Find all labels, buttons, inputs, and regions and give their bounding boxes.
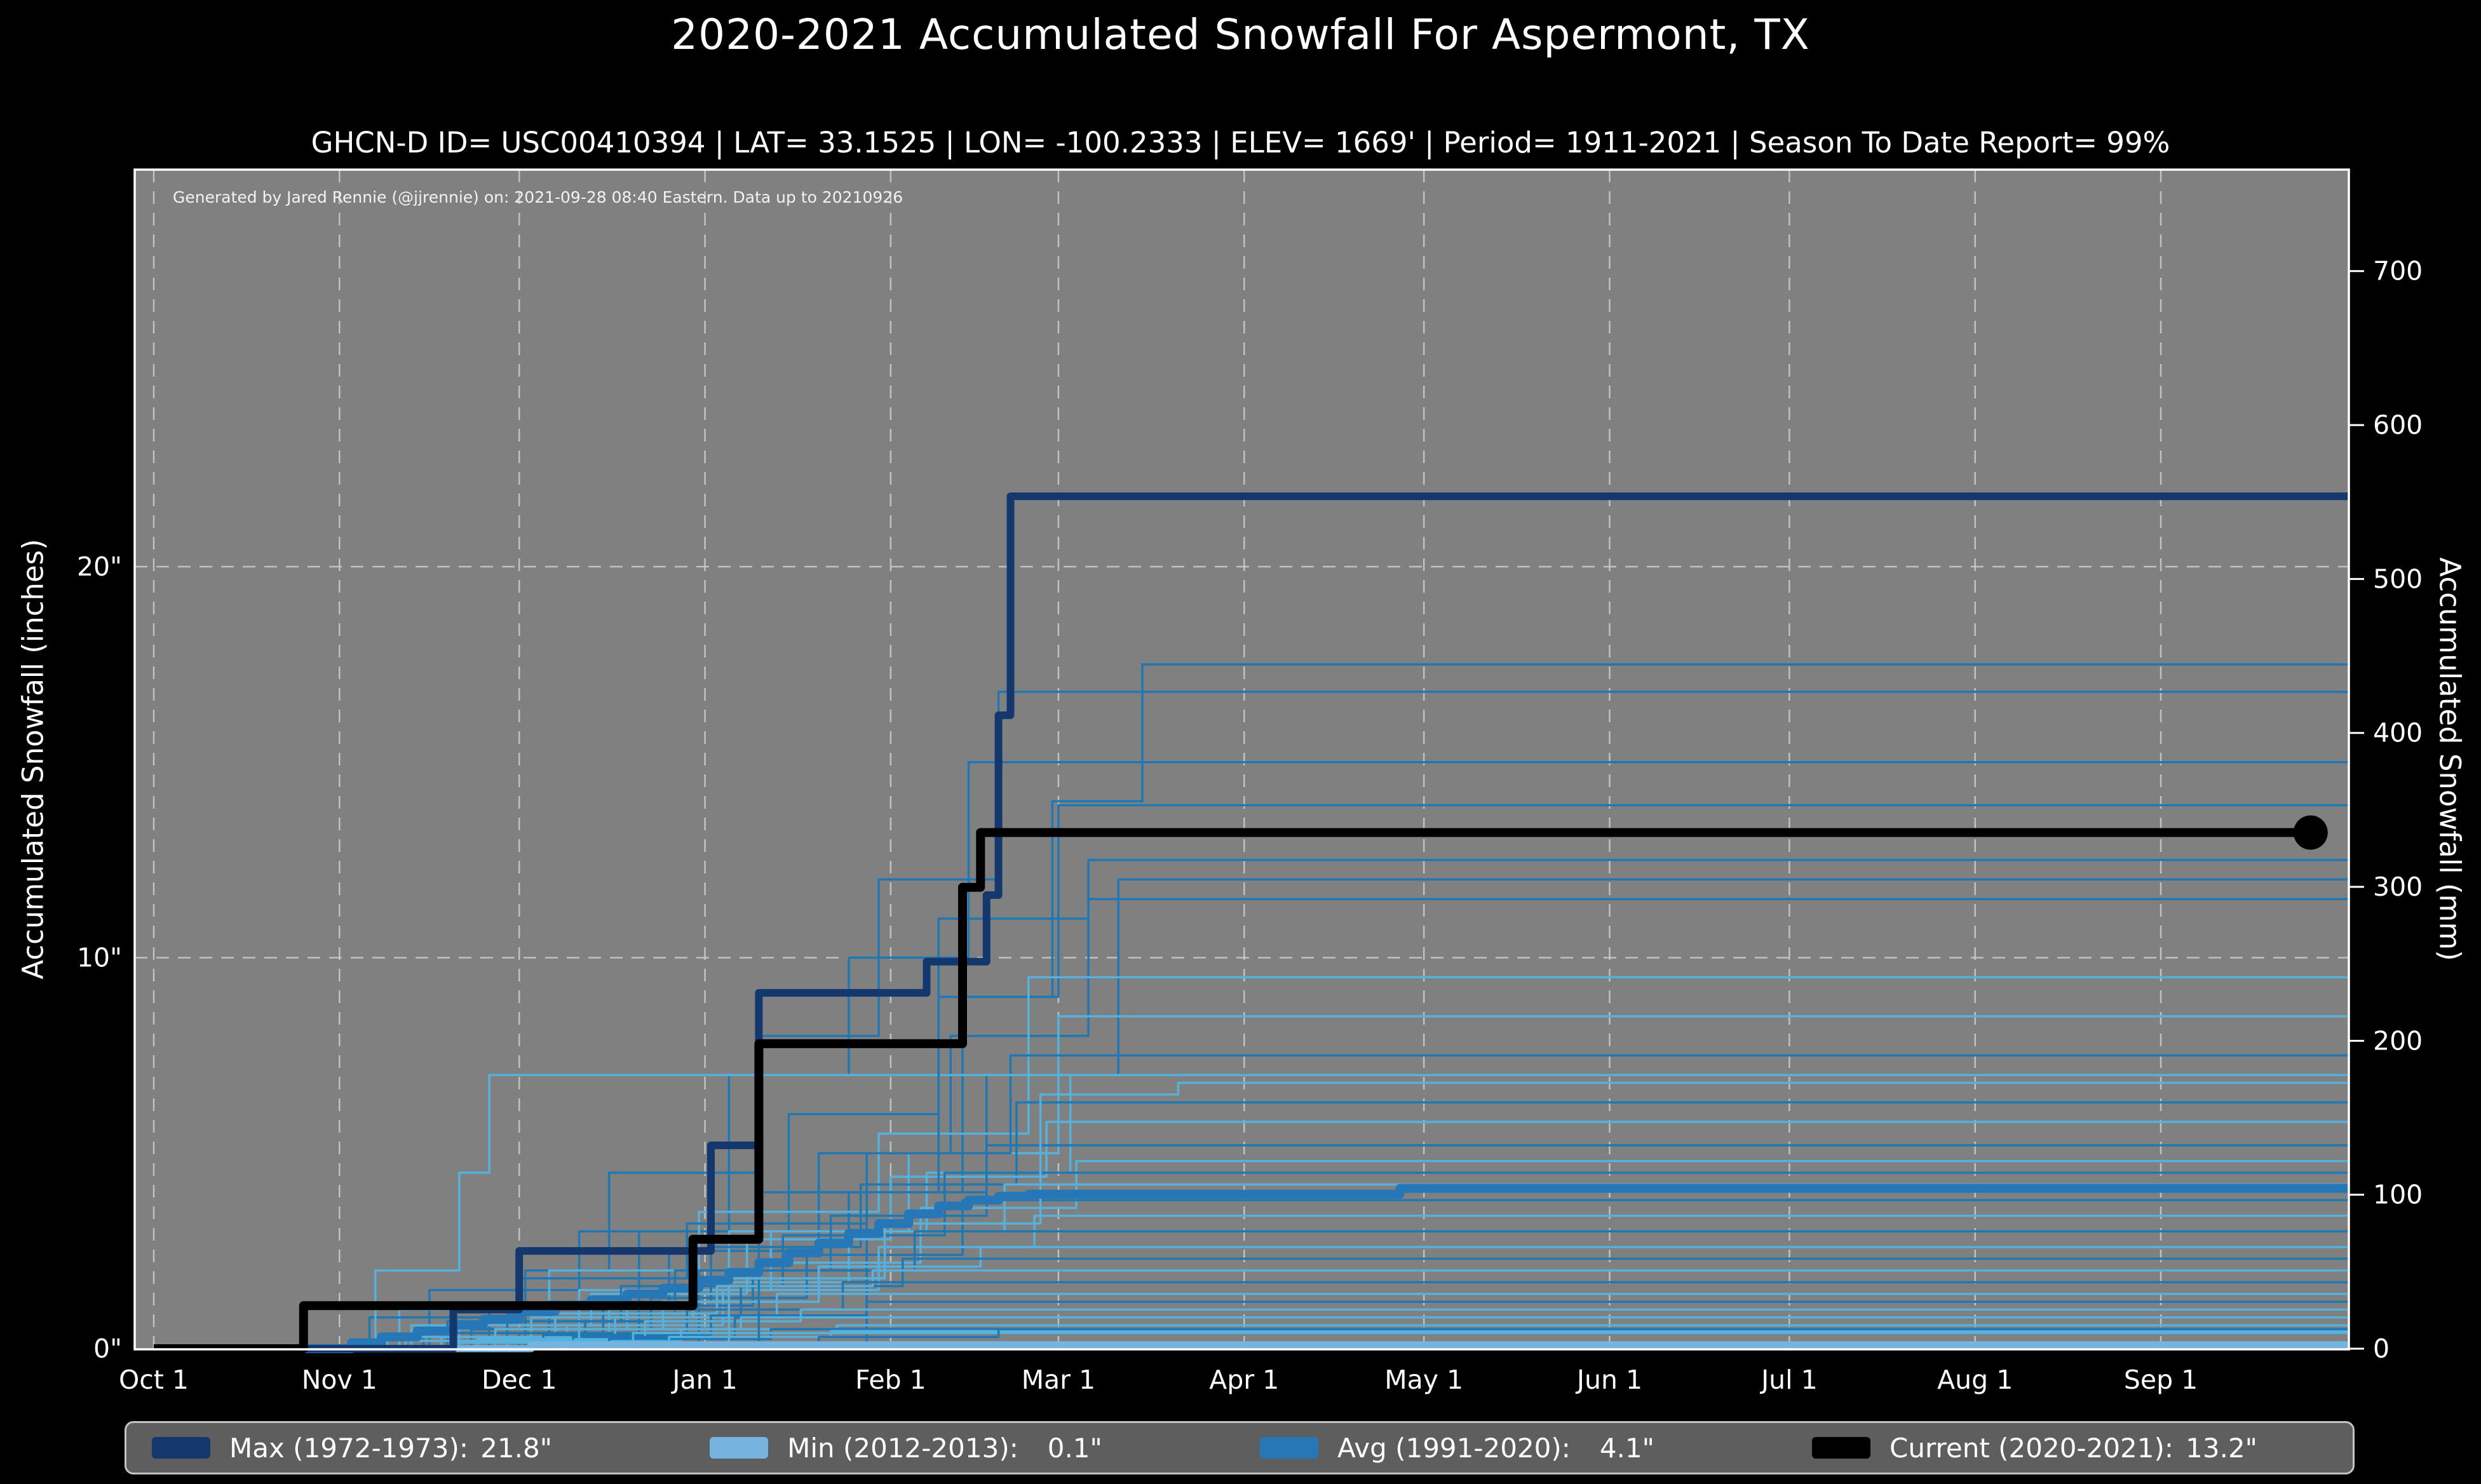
y-tick-label-mm: 700	[2373, 256, 2423, 287]
y-axis-title-inches: Accumulated Snowfall (inches)	[16, 539, 50, 980]
legend-swatch-current	[1812, 1437, 1871, 1459]
x-tick-label: May 1	[1384, 1365, 1463, 1395]
annotation-credit: Generated by Jared Rennie (@jjrennie) on…	[173, 188, 903, 206]
x-tick-label: Oct 1	[119, 1365, 189, 1395]
legend-label: Avg (1991-2020):	[1337, 1432, 1571, 1464]
legend-value: 13.2"	[2186, 1432, 2257, 1464]
series-line-min	[154, 1341, 2349, 1352]
plot-background	[135, 170, 2349, 1349]
legend-item-max: Max (1972-1973): 21.8"	[152, 1433, 552, 1464]
legend-value: 4.1"	[1599, 1432, 1654, 1464]
background-season-line	[435, 1293, 2349, 1350]
legend-swatch-min	[710, 1437, 769, 1459]
legend-label: Max (1972-1973):	[229, 1432, 469, 1464]
series-line-current	[154, 828, 2311, 1353]
page-subtitle: GHCN-D ID= USC00410394 | LAT= 33.1525 | …	[311, 126, 2170, 159]
x-tick-label: Nov 1	[302, 1365, 377, 1395]
x-tick-label: Jun 1	[1575, 1365, 1642, 1395]
background-season-line	[405, 1121, 2349, 1350]
legend: Max (1972-1973): 21.8" Min (2012-2013): …	[125, 1421, 2355, 1474]
y-tick-label-mm: 600	[2373, 410, 2423, 440]
y-tick-label-inches: 0"	[93, 1333, 122, 1364]
series-end-marker	[2293, 815, 2328, 850]
y-axis-title-mm: Accumulated Snowfall (mm)	[2433, 557, 2467, 961]
background-season-line	[633, 804, 2349, 1350]
legend-label: Min (2012-2013):	[787, 1432, 1018, 1464]
legend-item-avg: Avg (1991-2020): 4.1"	[1259, 1432, 1654, 1464]
x-tick-label: Jan 1	[670, 1365, 737, 1395]
x-tick-label: Sep 1	[2124, 1365, 2198, 1395]
legend-value: 0.1"	[1047, 1432, 1102, 1464]
y-tick-label-mm: 100	[2373, 1180, 2423, 1210]
y-tick-label-mm: 500	[2373, 563, 2423, 594]
x-tick-label: Apr 1	[1209, 1365, 1279, 1395]
legend-swatch-avg	[1259, 1437, 1318, 1459]
y-tick-label-inches: 20"	[77, 551, 122, 582]
x-tick-label: Jul 1	[1759, 1365, 1818, 1395]
legend-item-current: Current (2020-2021): 13.2"	[1812, 1433, 2257, 1464]
y-tick-label-mm: 0	[2373, 1333, 2390, 1364]
y-tick-label-mm: 300	[2373, 872, 2423, 902]
legend-value: 21.8"	[480, 1432, 553, 1464]
legend-swatch-max	[152, 1437, 210, 1459]
x-tick-label: Aug 1	[1937, 1365, 2013, 1395]
background-season-line	[489, 1246, 2349, 1350]
legend-item-min: Min (2012-2013): 0.1"	[710, 1433, 1102, 1464]
x-tick-label: Feb 1	[855, 1365, 926, 1395]
page-title: 2020-2021 Accumulated Snowfall For Asper…	[671, 10, 1810, 59]
x-tick-label: Dec 1	[482, 1365, 557, 1395]
y-tick-label-mm: 400	[2373, 718, 2423, 748]
x-tick-label: Mar 1	[1022, 1365, 1095, 1395]
legend-label: Current (2020-2021):	[1889, 1432, 2173, 1464]
y-tick-label-inches: 10"	[77, 943, 122, 973]
y-tick-label-mm: 200	[2373, 1025, 2423, 1056]
background-season-line	[501, 1324, 2349, 1350]
background-season-line	[399, 1316, 2349, 1350]
plot-border	[133, 168, 2350, 1351]
